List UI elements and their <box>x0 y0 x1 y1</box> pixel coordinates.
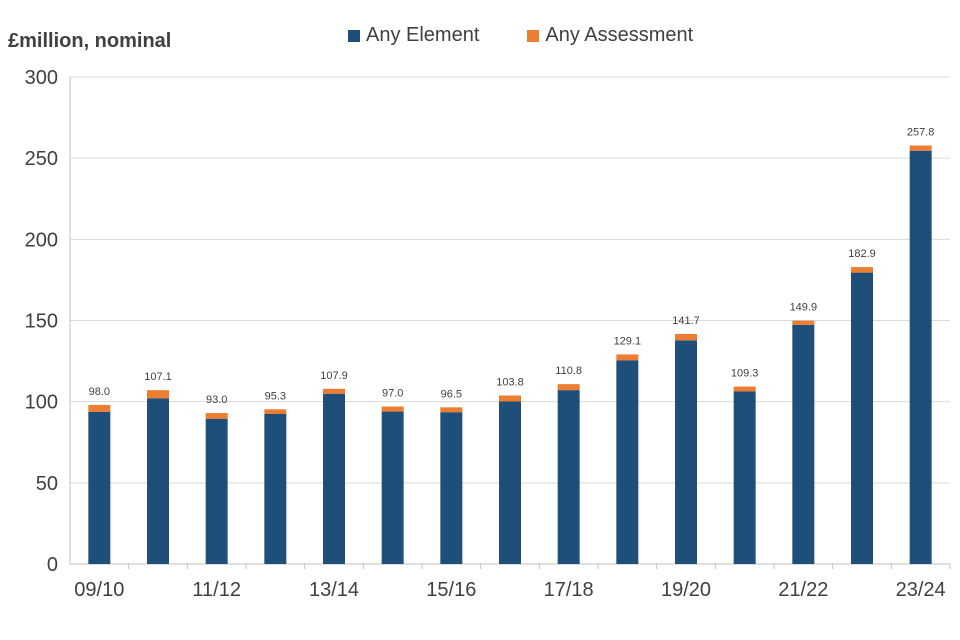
legend-label-any-assessment: Any Assessment <box>545 24 694 46</box>
legend-swatch-any-element <box>348 29 360 42</box>
x-tick-label: 17/18 <box>544 579 594 601</box>
bar-any-assessment <box>616 354 639 361</box>
bar-any-assessment <box>381 406 404 412</box>
bar-any-assessment <box>264 409 287 415</box>
x-tick-label: 23/24 <box>896 579 946 601</box>
bar-total-label: 98.0 <box>89 386 110 398</box>
bar-any-element <box>147 398 169 564</box>
bar-any-assessment <box>733 386 756 392</box>
legend-item-any-element: Any Element <box>348 24 479 47</box>
bar-any-assessment <box>323 388 345 394</box>
bar-any-element <box>440 412 463 564</box>
bar-any-assessment <box>205 413 228 419</box>
x-tick-label: 21/22 <box>778 579 828 601</box>
bar-any-assessment <box>557 384 580 391</box>
bar-total-label: 129.1 <box>614 335 642 347</box>
x-tick-label: 19/20 <box>661 579 711 601</box>
bar-any-element <box>499 401 521 564</box>
bar-total-label: 110.8 <box>555 365 582 377</box>
bar-total-label: 149.9 <box>790 302 818 314</box>
y-tick-label: 0 <box>47 554 58 576</box>
x-tick-label: 11/12 <box>192 579 241 601</box>
bar-total-label: 182.9 <box>848 248 876 260</box>
bar-any-assessment <box>499 395 521 402</box>
bar-total-label: 93.0 <box>206 394 227 406</box>
bar-total-label: 109.3 <box>731 368 759 380</box>
y-tick-label: 200 <box>25 229 58 251</box>
y-tick-label: 50 <box>36 473 58 495</box>
bar-total-label: 257.8 <box>907 127 935 139</box>
x-tick-label: 09/10 <box>74 579 124 601</box>
x-tick-label: 13/14 <box>309 579 359 601</box>
bar-any-element <box>851 272 873 564</box>
bar-any-element <box>616 360 639 564</box>
bar-any-element <box>205 418 228 564</box>
bar-any-assessment <box>440 407 463 413</box>
legend-label-any-element: Any Element <box>366 24 480 46</box>
bar-any-element <box>557 390 580 564</box>
bar-any-element <box>733 391 756 564</box>
bar-any-element <box>675 340 697 564</box>
y-tick-label: 300 <box>25 67 58 89</box>
bar-any-element <box>381 411 404 564</box>
bar-total-label: 103.8 <box>496 376 524 388</box>
bar-any-assessment <box>909 145 932 151</box>
legend-swatch-any-assessment <box>527 29 540 42</box>
bar-total-label: 141.7 <box>672 315 700 327</box>
legend-item-any-assessment: Any Assessment <box>527 24 693 47</box>
bar-any-element <box>792 324 815 564</box>
y-axis-title: £million, nominal <box>8 30 172 52</box>
legend: Any Element Any Assessment <box>348 24 693 47</box>
bar-any-assessment <box>147 390 169 399</box>
bar-any-assessment <box>851 267 873 273</box>
bar-any-assessment <box>88 404 111 412</box>
bar-total-label: 97.0 <box>382 388 403 400</box>
y-tick-label: 150 <box>25 311 58 333</box>
bar-total-label: 107.1 <box>144 371 172 383</box>
bar-any-element <box>264 414 287 564</box>
x-tick-label: 15/16 <box>426 579 476 601</box>
bar-total-label: 107.9 <box>320 370 348 382</box>
bar-any-element <box>323 393 345 564</box>
bar-any-assessment <box>792 320 815 325</box>
bar-any-element <box>88 411 111 564</box>
y-tick-label: 250 <box>25 148 58 170</box>
bar-total-label: 95.3 <box>265 390 286 402</box>
bar-any-assessment <box>675 333 697 341</box>
bar-total-label: 96.5 <box>441 388 462 400</box>
bar-any-element <box>909 150 932 564</box>
y-tick-label: 100 <box>25 392 58 414</box>
